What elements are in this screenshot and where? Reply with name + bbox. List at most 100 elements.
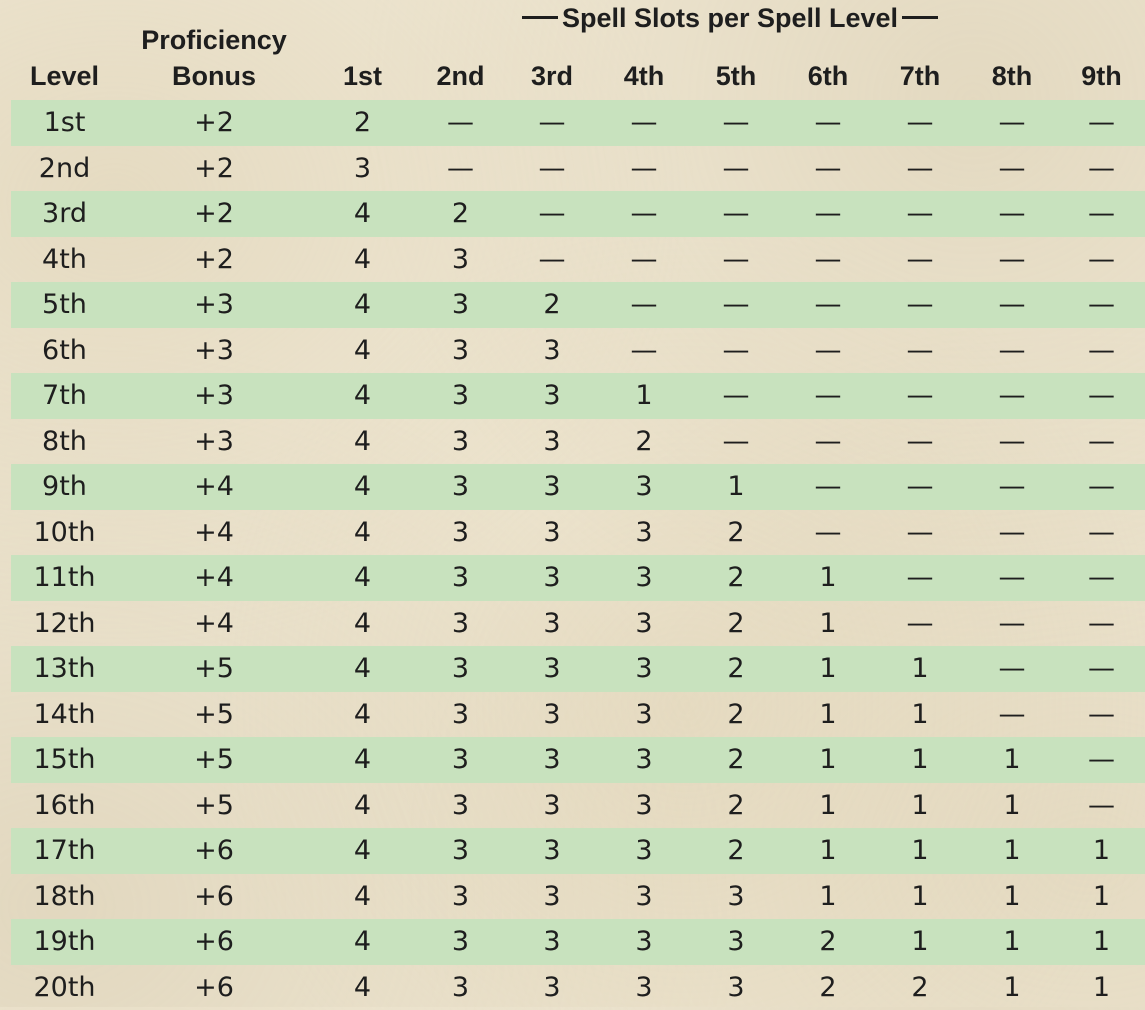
header-slot-3rd: 3rd (506, 10, 598, 100)
slot-cell-3rd: 2 (506, 282, 598, 328)
slot-cell-5th: — (690, 419, 782, 465)
slot-cell-2nd: 3 (415, 419, 506, 465)
slot-cell-2nd: 3 (415, 373, 506, 419)
slot-cell-1st: 3 (310, 146, 415, 192)
slot-cell-2nd: — (415, 146, 506, 192)
proficiency-bonus-cell: +3 (118, 419, 310, 465)
level-cell: 4th (11, 237, 118, 283)
slot-cell-7th: — (874, 555, 966, 601)
slot-cell-4th: 3 (598, 692, 690, 738)
slot-cell-9th: — (1058, 555, 1145, 601)
level-cell: 11th (11, 555, 118, 601)
slot-cell-1st: 4 (310, 601, 415, 647)
slot-cell-5th: 2 (690, 692, 782, 738)
level-cell: 8th (11, 419, 118, 465)
slot-cell-5th: — (690, 237, 782, 283)
slot-cell-4th: 3 (598, 874, 690, 920)
slot-cell-7th: 1 (874, 783, 966, 829)
slot-cell-1st: 4 (310, 510, 415, 556)
slot-cell-4th: 3 (598, 510, 690, 556)
header-slot-6th: 6th (782, 10, 874, 100)
header-slot-1st: 1st (310, 10, 415, 100)
slot-cell-8th: — (966, 282, 1058, 328)
slot-cell-5th: — (690, 100, 782, 146)
slot-cell-7th: 2 (874, 965, 966, 1010)
slot-cell-7th: — (874, 100, 966, 146)
slot-cell-9th: 1 (1058, 919, 1145, 965)
slot-cell-3rd: 3 (506, 783, 598, 829)
slot-cell-1st: 4 (310, 919, 415, 965)
slot-cell-7th: — (874, 328, 966, 374)
slot-cell-7th: — (874, 373, 966, 419)
slot-cell-7th: — (874, 510, 966, 556)
proficiency-bonus-cell: +4 (118, 555, 310, 601)
slot-cell-5th: 2 (690, 555, 782, 601)
slot-cell-3rd: 3 (506, 419, 598, 465)
slot-cell-4th: — (598, 237, 690, 283)
slot-cell-6th: 1 (782, 874, 874, 920)
proficiency-bonus-cell: +2 (118, 191, 310, 237)
slot-cell-8th: — (966, 601, 1058, 647)
slot-cell-8th: — (966, 328, 1058, 374)
slot-cell-8th: — (966, 464, 1058, 510)
slot-cell-6th: 1 (782, 646, 874, 692)
proficiency-bonus-cell: +6 (118, 919, 310, 965)
slot-cell-6th: 1 (782, 783, 874, 829)
slot-cell-4th: 2 (598, 419, 690, 465)
slot-cell-9th: 1 (1058, 874, 1145, 920)
level-cell: 20th (11, 965, 118, 1010)
slot-cell-5th: — (690, 328, 782, 374)
slot-cell-2nd: 2 (415, 191, 506, 237)
slot-cell-1st: 4 (310, 191, 415, 237)
slot-cell-7th: — (874, 419, 966, 465)
proficiency-bonus-cell: +5 (118, 646, 310, 692)
slot-cell-4th: 3 (598, 555, 690, 601)
slot-cell-4th: 1 (598, 373, 690, 419)
level-cell: 15th (11, 737, 118, 783)
slot-cell-9th: — (1058, 783, 1145, 829)
slot-cell-7th: 1 (874, 874, 966, 920)
proficiency-bonus-cell: +5 (118, 692, 310, 738)
slot-cell-6th: 2 (782, 919, 874, 965)
slot-cell-5th: — (690, 282, 782, 328)
level-cell: 2nd (11, 146, 118, 192)
slot-cell-2nd: 3 (415, 601, 506, 647)
slot-cell-2nd: 3 (415, 464, 506, 510)
level-cell: 6th (11, 328, 118, 374)
slot-cell-2nd: 3 (415, 828, 506, 874)
header-proficiency-line2: Bonus (118, 58, 310, 94)
level-cell: 16th (11, 783, 118, 829)
slot-cell-2nd: 3 (415, 555, 506, 601)
slot-cell-1st: 4 (310, 419, 415, 465)
slot-cell-2nd: 3 (415, 282, 506, 328)
slot-cell-2nd: 3 (415, 919, 506, 965)
slot-cell-7th: — (874, 191, 966, 237)
slot-cell-8th: 1 (966, 874, 1058, 920)
slot-cell-8th: 1 (966, 965, 1058, 1010)
slot-cell-1st: 4 (310, 646, 415, 692)
header-proficiency-line1: Proficiency (118, 22, 310, 58)
header-slot-8th: 8th (966, 10, 1058, 100)
slot-cell-2nd: — (415, 100, 506, 146)
level-cell: 17th (11, 828, 118, 874)
slot-cell-2nd: 3 (415, 646, 506, 692)
slot-cell-7th: 1 (874, 692, 966, 738)
slot-cell-2nd: 3 (415, 965, 506, 1010)
slot-cell-3rd: — (506, 146, 598, 192)
slot-cell-1st: 4 (310, 282, 415, 328)
slot-cell-9th: — (1058, 237, 1145, 283)
slot-cell-5th: 2 (690, 783, 782, 829)
proficiency-bonus-cell: +2 (118, 146, 310, 192)
header-slot-7th: 7th (874, 10, 966, 100)
slot-cell-6th: — (782, 464, 874, 510)
slot-cell-8th: — (966, 419, 1058, 465)
slot-cell-4th: 3 (598, 737, 690, 783)
slot-cell-4th: — (598, 282, 690, 328)
slot-cell-3rd: 3 (506, 646, 598, 692)
